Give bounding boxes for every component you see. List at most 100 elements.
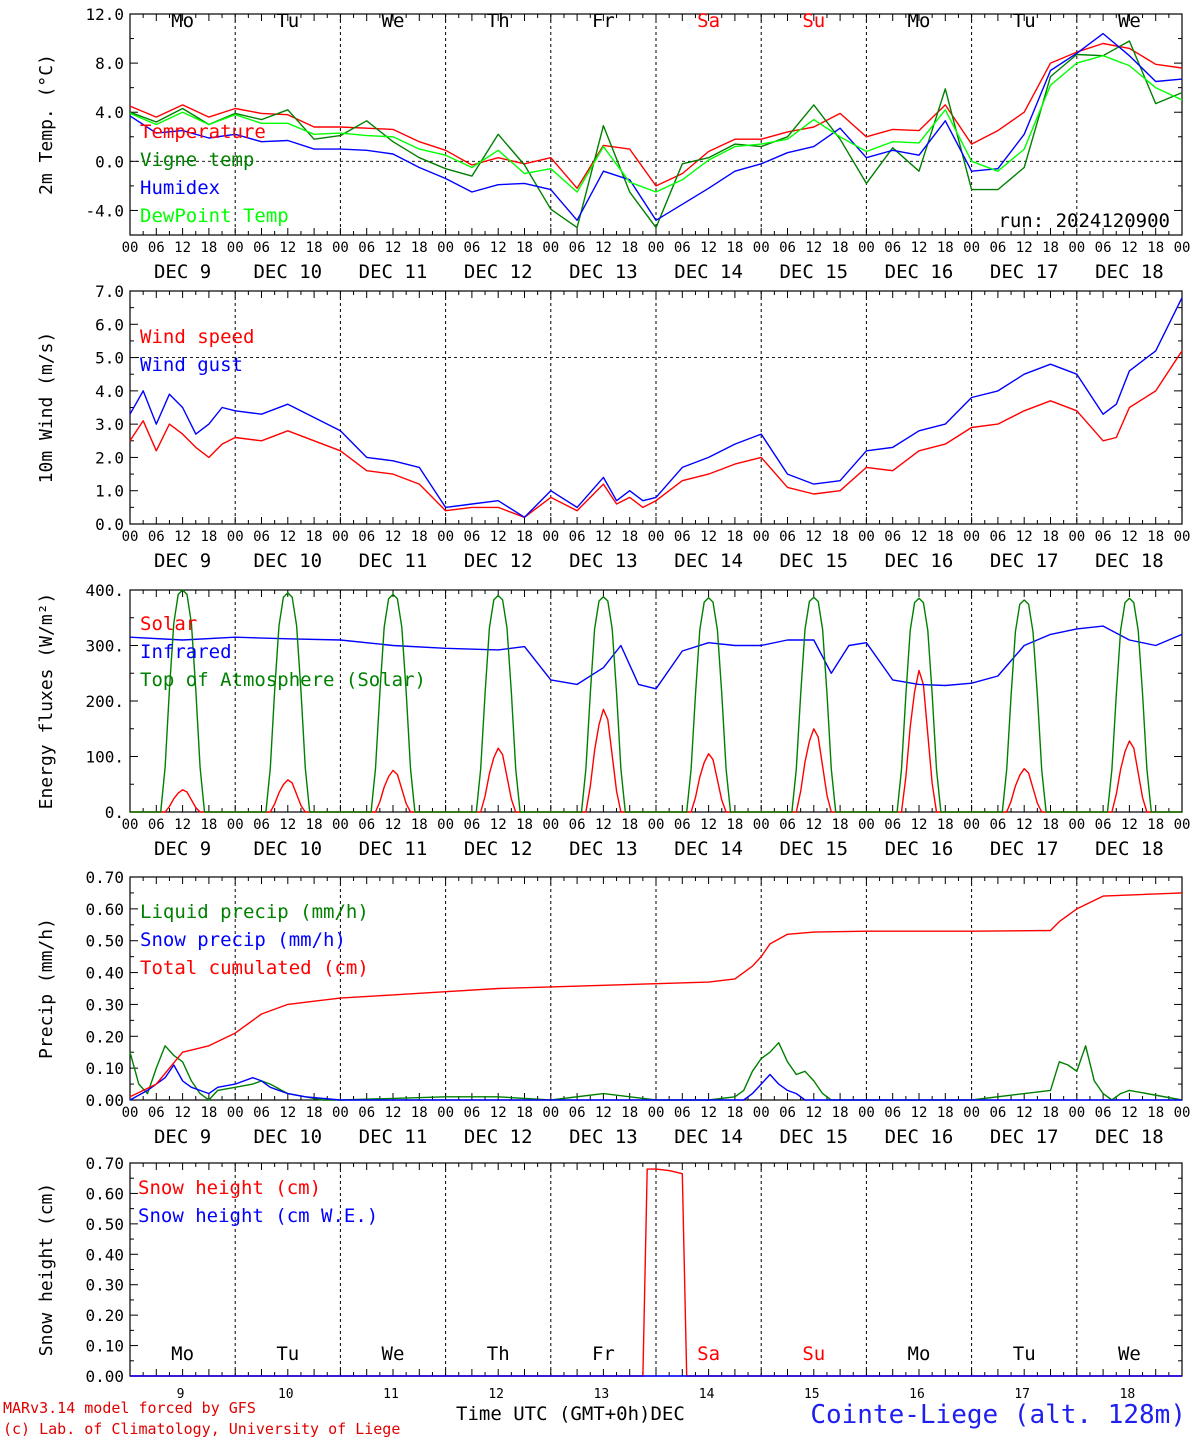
day-label: DEC 9: [154, 1126, 211, 1148]
y-axis-title: 10m Wind (m/s): [36, 332, 57, 484]
weekday-label: Mo: [908, 10, 931, 32]
hour-tick-label: 06: [148, 1105, 165, 1121]
weekday-label: We: [382, 1343, 405, 1365]
day-label: DEC 17: [990, 838, 1059, 860]
hour-tick-label: 12: [700, 1105, 717, 1121]
legend-entry: Wind speed: [140, 326, 254, 348]
hour-tick-label: 18: [516, 817, 533, 833]
hour-tick-label: 00: [227, 1105, 244, 1121]
hour-tick-label: 06: [884, 1105, 901, 1121]
day-label: DEC 9: [154, 550, 211, 572]
hour-tick-label: 06: [148, 817, 165, 833]
hour-tick-label: 06: [358, 817, 375, 833]
hour-tick-label: 12: [1016, 240, 1033, 256]
y-tick-label: 0.0: [95, 152, 124, 171]
day-number: 15: [804, 1387, 820, 1402]
hour-tick-label: 06: [358, 240, 375, 256]
hour-tick-label: 18: [937, 817, 954, 833]
panel-2: 0.0 1.0 2.0 3.0 4.0 5.0 6.0 7.0 10m Wind (m/s) 00…: [36, 282, 1190, 572]
weekday-label: Sa: [697, 10, 720, 32]
day-label: DEC 18: [1095, 1126, 1164, 1148]
day-label: DEC 12: [464, 1126, 533, 1148]
hour-tick-label: 00: [122, 1105, 139, 1121]
hour-tick-label: 12: [1121, 240, 1138, 256]
day-label: DEC 9: [154, 261, 211, 283]
hour-tick-label: 06: [569, 1105, 586, 1121]
hour-tick-label: 06: [148, 529, 165, 545]
hour-tick-label: 06: [989, 1105, 1006, 1121]
series-dewpoint-temp: [129, 55, 1183, 193]
y-tick-label: 2.0: [95, 448, 124, 467]
series-vigne-temp: [129, 40, 1183, 229]
day-label: DEC 9: [154, 838, 211, 860]
station-name: Cointe-Liege (alt. 128m): [810, 1400, 1186, 1430]
x-axis-month: DEC: [650, 1403, 685, 1425]
hour-tick-label: 12: [700, 529, 717, 545]
weekday-label: Tu: [1013, 1343, 1036, 1365]
hour-tick-label: 00: [227, 817, 244, 833]
day-label: DEC 15: [779, 261, 848, 283]
day-number: 12: [488, 1387, 504, 1402]
y-tick-label: 0.20: [85, 1027, 124, 1046]
weekday-label: Mo: [908, 1343, 931, 1365]
hour-tick-label: 12: [700, 240, 717, 256]
day-label: DEC 10: [253, 261, 322, 283]
y-tick-label: 0.: [105, 803, 124, 822]
hour-tick-label: 00: [648, 1105, 665, 1121]
hour-tick-label: 18: [306, 529, 323, 545]
hour-tick-label: 12: [1016, 529, 1033, 545]
series-total-cumulated-cm: [129, 892, 1183, 1098]
y-tick-label: 0.00: [85, 1367, 124, 1386]
hour-tick-label: 00: [227, 240, 244, 256]
day-number: 16: [909, 1387, 925, 1402]
hour-tick-label: 06: [989, 817, 1006, 833]
series-top-of-atmosphere-solar: [130, 589, 1182, 813]
hour-tick-label: 18: [937, 1105, 954, 1121]
hour-tick-label: 00: [963, 240, 980, 256]
series-snow-precip-mm-h: [129, 1064, 1182, 1101]
y-tick-label: 0.10: [85, 1337, 124, 1356]
hour-tick-label: 06: [1095, 240, 1112, 256]
day-label: DEC 14: [674, 261, 743, 283]
hour-tick-label: 18: [306, 1105, 323, 1121]
day-label: DEC 18: [1095, 550, 1164, 572]
hour-tick-label: 00: [437, 817, 454, 833]
weekday-label: Mo: [171, 1343, 194, 1365]
hour-tick-label: 00: [332, 529, 349, 545]
hour-tick-label: 00: [1068, 529, 1085, 545]
legend-entry: DewPoint Temp: [140, 205, 289, 227]
hour-tick-label: 00: [1174, 817, 1191, 833]
hour-tick-label: 12: [1016, 1105, 1033, 1121]
day-label: DEC 10: [253, 838, 322, 860]
hour-tick-label: 06: [674, 1105, 691, 1121]
day-label: DEC 12: [464, 550, 533, 572]
y-tick-label: 0.0: [95, 515, 124, 534]
hour-tick-label: 12: [911, 817, 928, 833]
day-label: DEC 17: [990, 1126, 1059, 1148]
series-wind-speed: [129, 350, 1183, 518]
day-label: DEC 13: [569, 550, 638, 572]
hour-tick-label: 06: [779, 817, 796, 833]
hour-tick-label: 00: [648, 817, 665, 833]
series-temperature: [129, 42, 1183, 189]
hour-tick-label: 06: [674, 529, 691, 545]
y-tick-label: 0.30: [85, 1276, 124, 1295]
legend-entry: Wind gust: [140, 354, 243, 376]
hour-tick-label: 12: [1016, 817, 1033, 833]
day-label: DEC 12: [464, 838, 533, 860]
series-humidex: [129, 32, 1183, 221]
legend-entry: Humidex: [140, 177, 220, 199]
hour-tick-label: 00: [332, 240, 349, 256]
series-snow-height-cm: [130, 1168, 1182, 1377]
hour-tick-label: 12: [805, 817, 822, 833]
hour-tick-label: 06: [674, 240, 691, 256]
hour-tick-label: 06: [569, 529, 586, 545]
hour-tick-label: 00: [858, 529, 875, 545]
weekday-label: Th: [487, 10, 510, 32]
hour-tick-label: 06: [358, 529, 375, 545]
legend-entry: Vigne temp: [140, 149, 254, 171]
hour-tick-label: 12: [174, 240, 191, 256]
hour-tick-label: 00: [332, 817, 349, 833]
weekday-label: Fr: [592, 10, 615, 32]
hour-tick-label: 18: [1042, 817, 1059, 833]
